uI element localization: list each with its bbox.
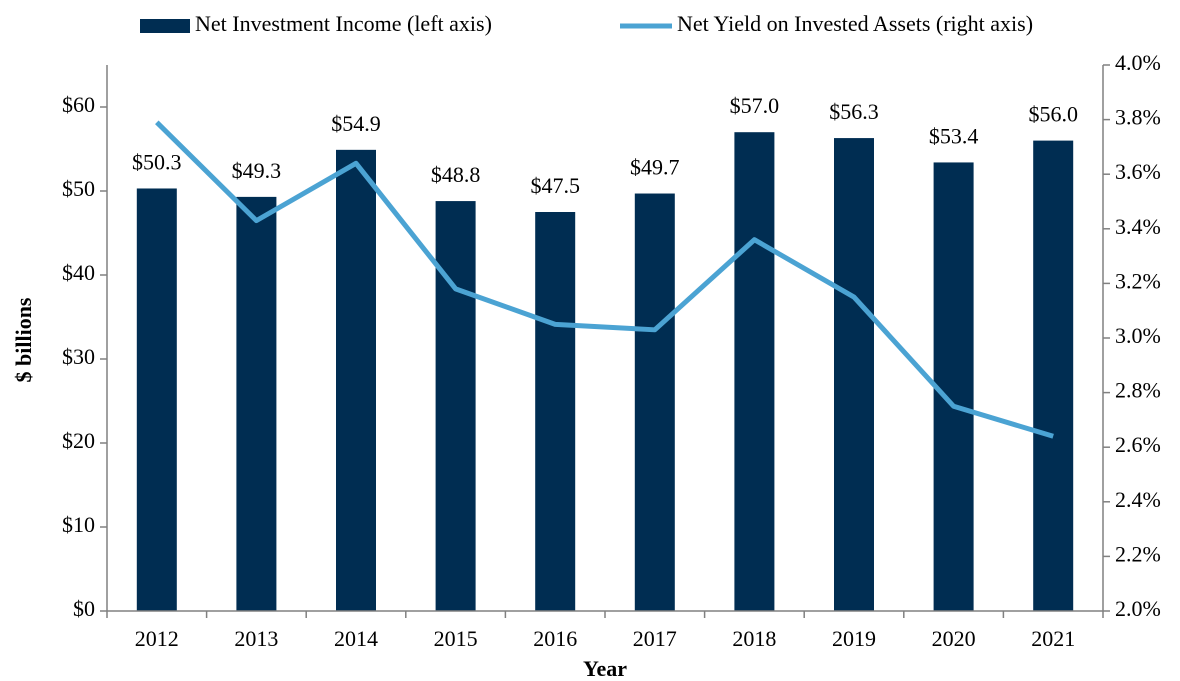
bar-value-label: $56.3 [829, 99, 879, 124]
x-tick-label: 2016 [533, 626, 577, 651]
x-tick-label: 2014 [334, 626, 378, 651]
bar [136, 188, 177, 612]
bar-value-label: $54.9 [331, 111, 381, 136]
y-tick-label: $30 [62, 344, 95, 369]
x-tick-label: 2015 [434, 626, 478, 651]
bar [734, 132, 775, 611]
y-tick-label: $60 [62, 92, 95, 117]
bar-value-label: $49.7 [630, 155, 680, 180]
y2-tick-label: 2.0% [1115, 596, 1161, 621]
y2-tick-label: 3.6% [1115, 159, 1161, 184]
y2-tick-label: 3.2% [1115, 268, 1161, 293]
x-tick-label: 2013 [234, 626, 278, 651]
x-tick-label: 2012 [135, 626, 179, 651]
y2-tick-label: 2.6% [1115, 432, 1161, 457]
bar [834, 138, 874, 611]
y-tick-label: $40 [62, 260, 95, 285]
legend-swatch [140, 19, 190, 33]
bar [933, 162, 974, 611]
bar-value-label: $53.4 [929, 123, 979, 148]
bar [236, 196, 277, 611]
x-tick-label: 2021 [1031, 626, 1075, 651]
x-tick-label: 2020 [932, 626, 976, 651]
x-tick-label: 2019 [832, 626, 876, 651]
x-axis-label: Year [583, 656, 627, 681]
bar [435, 201, 476, 611]
y2-tick-label: 3.8% [1115, 105, 1161, 130]
y2-tick-label: 3.0% [1115, 323, 1161, 348]
y-tick-label: $20 [62, 428, 95, 453]
y-axis-label: $ billions [11, 297, 36, 382]
y2-tick-label: 2.4% [1115, 487, 1161, 512]
bar [535, 212, 576, 611]
legend-label: Net Yield on Invested Assets (right axis… [677, 11, 1033, 36]
yield-line [155, 120, 1054, 439]
bar-value-label: $56.0 [1028, 102, 1078, 127]
bar [1033, 140, 1074, 611]
y-tick-label: $10 [62, 512, 95, 537]
bar-value-label: $57.0 [730, 93, 780, 118]
x-tick-label: 2017 [633, 626, 677, 651]
x-tick-label: 2018 [732, 626, 776, 651]
legend-label: Net Investment Income (left axis) [195, 11, 492, 36]
bar [634, 193, 675, 611]
bar-value-label: $47.5 [530, 173, 580, 198]
bar-value-label: $50.3 [132, 150, 182, 175]
bar [336, 149, 376, 611]
y2-tick-label: 2.8% [1115, 378, 1161, 403]
bar-value-label: $49.3 [232, 158, 282, 183]
y-tick-label: $50 [62, 176, 95, 201]
y2-tick-label: 3.4% [1115, 214, 1161, 239]
bar-value-label: $48.8 [431, 162, 481, 187]
y2-tick-label: 2.2% [1115, 541, 1161, 566]
y-tick-label: $0 [73, 596, 95, 621]
y2-tick-label: 4.0% [1115, 50, 1161, 75]
